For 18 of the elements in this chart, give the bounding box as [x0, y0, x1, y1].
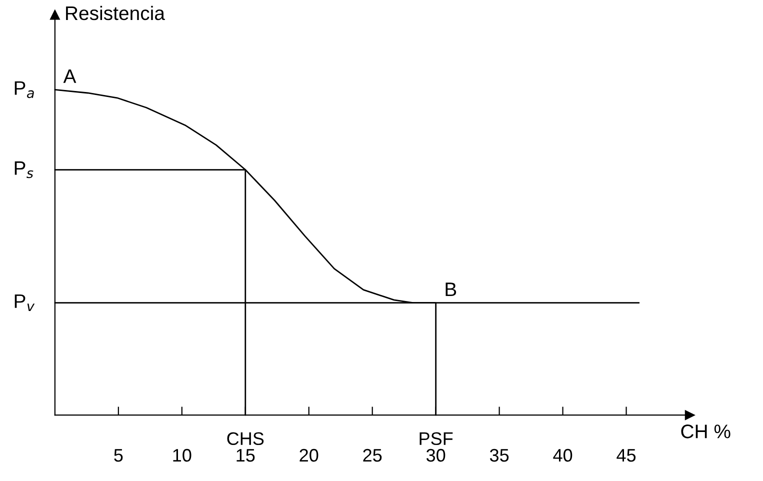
- annotation: P$_{a}$: [14, 81, 34, 98]
- annotation: PSF: [420, 432, 453, 446]
- x-axis-title: CH %: [681, 424, 730, 438]
- x-tick-label: 15: [236, 449, 255, 462]
- annotation: P$_{s}$: [14, 161, 34, 178]
- annotation: P$_{v}$: [14, 294, 35, 312]
- x-tick-label: 5: [114, 449, 123, 462]
- x-tick-label: 45: [616, 449, 636, 462]
- x-tick-label: 10: [173, 448, 192, 462]
- annotation: B: [446, 282, 456, 296]
- x-tick-label: 25: [363, 448, 382, 462]
- x-tick-label: 20: [300, 448, 318, 462]
- annotation: A: [63, 70, 76, 83]
- x-tick-label: 35: [490, 448, 509, 462]
- x-tick-label: 30: [426, 448, 446, 462]
- y-axis-title: Resistencia: [66, 6, 165, 20]
- x-tick-label: 40: [553, 448, 572, 462]
- annotation: CHS: [227, 432, 264, 446]
